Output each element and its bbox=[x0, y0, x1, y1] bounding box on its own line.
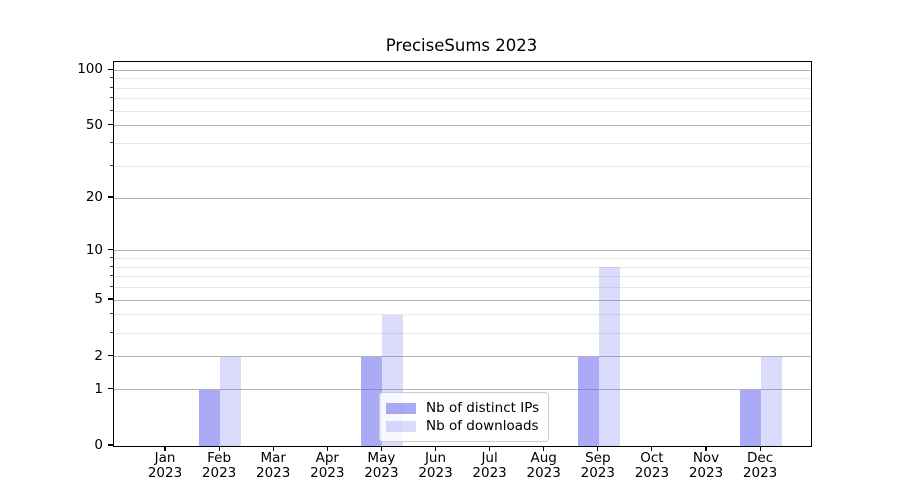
y-tick-label: 100 bbox=[77, 61, 103, 78]
minor-gridline bbox=[114, 98, 811, 100]
y-tick-mark bbox=[108, 196, 113, 198]
x-tick-label: Mar 2023 bbox=[256, 450, 291, 481]
bar-distinct-ips-may bbox=[361, 356, 383, 446]
y-minor-tick-mark bbox=[110, 313, 113, 315]
y-tick-mark bbox=[108, 444, 113, 446]
y-tick-label: 1 bbox=[94, 380, 103, 397]
x-tick-label: Aug 2023 bbox=[526, 450, 561, 481]
minor-gridline bbox=[114, 287, 811, 289]
bar-downloads-feb bbox=[220, 356, 242, 446]
y-minor-tick-mark bbox=[110, 77, 113, 79]
legend: Nb of distinct IPs Nb of downloads bbox=[379, 392, 550, 442]
major-gridline bbox=[114, 69, 811, 71]
legend-item-distinct-ips: Nb of distinct IPs bbox=[386, 399, 539, 417]
y-tick-mark bbox=[108, 124, 113, 126]
x-tick-label: Feb 2023 bbox=[201, 450, 237, 481]
y-minor-tick-mark bbox=[110, 109, 113, 111]
major-gridline bbox=[114, 356, 811, 358]
x-tick-mark bbox=[434, 446, 437, 451]
minor-gridline bbox=[114, 143, 811, 145]
y-minor-tick-mark bbox=[110, 286, 113, 288]
y-minor-tick-mark bbox=[110, 257, 113, 258]
minor-gridline bbox=[114, 266, 811, 268]
chart-title: PreciseSums 2023 bbox=[385, 36, 538, 55]
legend-swatch-distinct-ips bbox=[386, 402, 416, 414]
x-tick-mark bbox=[164, 446, 166, 451]
legend-label-downloads: Nb of downloads bbox=[426, 418, 539, 434]
x-tick-mark bbox=[597, 446, 599, 451]
y-tick-mark bbox=[108, 387, 113, 390]
legend-item-downloads: Nb of downloads bbox=[386, 417, 539, 435]
x-tick-label: Jun 2023 bbox=[418, 450, 453, 481]
minor-gridline bbox=[114, 87, 811, 89]
y-tick-mark bbox=[108, 354, 113, 357]
x-tick-mark bbox=[759, 446, 761, 451]
y-tick-label: 10 bbox=[85, 241, 103, 258]
y-tick-label: 20 bbox=[85, 189, 103, 206]
y-tick-label: 2 bbox=[94, 347, 103, 364]
y-tick-label: 50 bbox=[85, 116, 103, 133]
y-tick-mark bbox=[108, 249, 113, 251]
minor-gridline bbox=[114, 110, 811, 112]
x-tick-label: Apr 2023 bbox=[310, 450, 345, 481]
x-tick-label: Nov 2023 bbox=[688, 450, 724, 481]
y-minor-tick-mark bbox=[110, 97, 113, 99]
x-tick-mark bbox=[651, 446, 653, 451]
bar-distinct-ips-feb bbox=[199, 389, 221, 446]
y-minor-tick-mark bbox=[110, 142, 113, 144]
bar-distinct-ips-sep bbox=[577, 356, 599, 446]
y-minor-tick-mark bbox=[110, 275, 113, 277]
major-gridline bbox=[114, 197, 811, 199]
x-tick-label: Dec 2023 bbox=[742, 450, 778, 481]
x-tick-mark bbox=[380, 446, 382, 451]
y-minor-tick-mark bbox=[110, 86, 113, 88]
minor-gridline bbox=[114, 314, 811, 316]
minor-gridline bbox=[114, 332, 811, 334]
legend-label-distinct-ips: Nb of distinct IPs bbox=[426, 400, 540, 416]
plot-area: Nb of distinct IPs Nb of downloads bbox=[113, 61, 812, 447]
x-tick-mark bbox=[218, 446, 220, 451]
x-tick-label: May 2023 bbox=[364, 450, 399, 481]
bar-downloads-dec bbox=[761, 356, 783, 446]
bar-distinct-ips-dec bbox=[740, 389, 762, 446]
y-tick-label: 5 bbox=[94, 291, 103, 308]
y-minor-tick-mark bbox=[110, 331, 113, 333]
major-gridline bbox=[114, 125, 811, 127]
major-gridline bbox=[114, 250, 811, 252]
x-tick-mark bbox=[489, 446, 491, 451]
x-tick-label: Jan 2023 bbox=[147, 450, 183, 481]
x-tick-mark bbox=[272, 446, 274, 451]
x-tick-mark bbox=[543, 446, 545, 451]
major-gridline bbox=[114, 389, 811, 391]
y-tick-label: 0 bbox=[94, 437, 103, 453]
y-tick-mark bbox=[108, 68, 113, 70]
major-gridline bbox=[114, 299, 811, 301]
minor-gridline bbox=[114, 78, 811, 80]
legend-swatch-downloads bbox=[386, 420, 416, 432]
y-minor-tick-mark bbox=[110, 265, 113, 267]
minor-gridline bbox=[114, 276, 811, 278]
x-tick-label: Oct 2023 bbox=[634, 450, 670, 481]
x-tick-label: Jul 2023 bbox=[472, 450, 507, 481]
x-tick-mark bbox=[705, 446, 707, 451]
minor-gridline bbox=[114, 258, 811, 259]
x-tick-label: Sep 2023 bbox=[580, 450, 615, 481]
bar-downloads-sep bbox=[598, 267, 620, 446]
minor-gridline bbox=[114, 165, 811, 167]
y-minor-tick-mark bbox=[110, 164, 113, 166]
y-tick-mark bbox=[108, 298, 113, 300]
x-tick-mark bbox=[326, 446, 328, 451]
